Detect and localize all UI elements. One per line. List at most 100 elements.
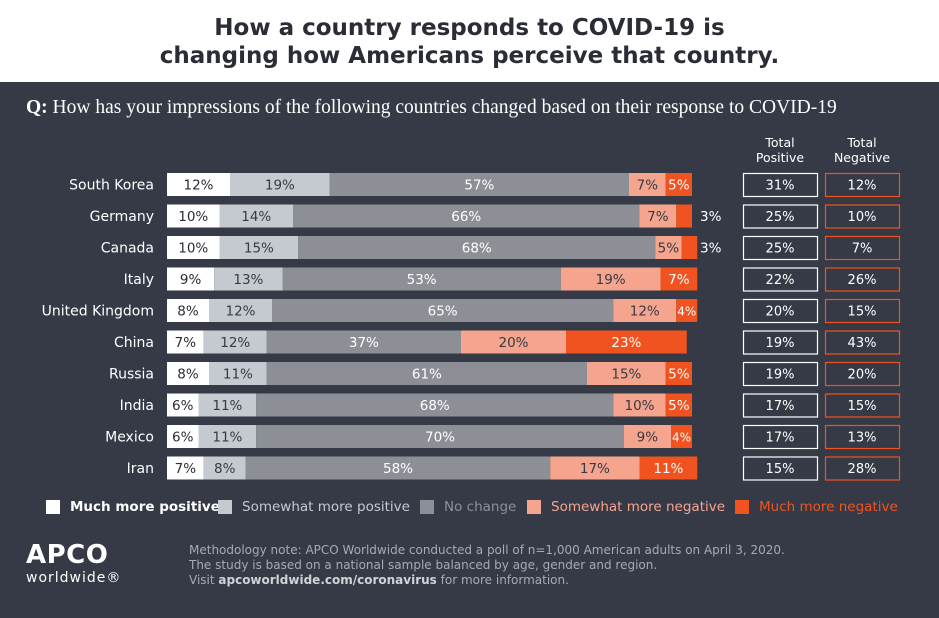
bar-segment	[566, 330, 687, 354]
bar-segment	[639, 204, 677, 228]
data-label: 11%	[212, 398, 242, 414]
bar-segment	[629, 173, 666, 196]
total-positive-value: 15%	[766, 462, 795, 477]
total-negative-box	[824, 456, 901, 481]
bar-segment	[167, 456, 204, 480]
legend-swatch	[420, 500, 434, 514]
country-label: China	[114, 335, 154, 351]
data-label: 20%	[498, 335, 528, 351]
bar-segment	[198, 393, 257, 417]
total-negative-value: 15%	[848, 305, 877, 320]
bar-segment	[167, 393, 199, 417]
legend-label: Somewhat more positive	[242, 499, 410, 515]
bar-segment	[293, 204, 640, 228]
bar-segment	[245, 456, 551, 480]
total-positive-box	[742, 424, 819, 450]
total-positive-box	[742, 204, 819, 229]
total-negative-value: 7%	[852, 242, 873, 257]
bar-segment	[167, 173, 230, 196]
data-label: 57%	[464, 178, 494, 194]
data-label: 58%	[383, 461, 413, 477]
country-label: India	[120, 398, 154, 414]
country-label: Russia	[109, 367, 154, 383]
data-label: 15%	[611, 367, 641, 383]
data-label: 9%	[180, 272, 202, 288]
bar-segment	[665, 362, 692, 385]
total-negative-value: 20%	[848, 368, 877, 383]
bar-segment	[209, 299, 272, 322]
data-label: 61%	[412, 367, 442, 383]
total-positive-box	[742, 267, 819, 292]
data-label: 68%	[462, 241, 492, 257]
total-positive-value: 20%	[766, 305, 795, 320]
data-label: 6%	[172, 430, 194, 446]
data-label: 68%	[420, 398, 450, 414]
legend-swatch	[735, 500, 749, 514]
question-prefix: Q:	[26, 97, 48, 118]
total-positive-header: Positive	[756, 150, 804, 165]
data-label: 7%	[647, 209, 669, 225]
data-label: 7%	[175, 461, 197, 477]
legend-item: Somewhat more positive	[218, 498, 410, 516]
total-positive-value: 19%	[766, 336, 795, 351]
data-label: 8%	[177, 367, 199, 383]
data-label: 10%	[178, 241, 208, 257]
legend-label: Much more negative	[759, 499, 898, 515]
bar-segment	[167, 330, 204, 354]
total-positive-box	[742, 172, 819, 198]
total-positive-header: Total	[764, 135, 794, 150]
bar-segment	[665, 173, 692, 196]
country-label: Mexico	[105, 430, 154, 446]
methodology-line-3: Visit apcoworldwide.com/coronavirus for …	[189, 573, 785, 588]
methodology-link[interactable]: apcoworldwide.com/coronavirus	[218, 573, 437, 587]
bar-segment	[655, 236, 682, 259]
legend-item: Somewhat more negative	[527, 498, 725, 516]
data-label: 7%	[668, 272, 690, 288]
legend-item: Much more negative	[735, 498, 898, 516]
data-label: 5%	[668, 398, 690, 414]
total-positive-box	[742, 298, 819, 324]
bar-segment	[461, 330, 566, 354]
total-positive-value: 25%	[766, 242, 795, 257]
data-label: 11%	[212, 430, 242, 446]
bar-segment	[167, 425, 199, 448]
bar-segment	[198, 425, 257, 448]
total-negative-box	[824, 361, 901, 387]
survey-question: Q: How has your impressions of the follo…	[26, 97, 931, 119]
bar-segment	[282, 267, 561, 291]
bar-segment	[272, 299, 614, 322]
data-label: 17%	[580, 461, 610, 477]
total-positive-value: 17%	[766, 431, 795, 446]
bar-segment	[219, 204, 293, 228]
data-label: 9%	[637, 430, 659, 446]
bar-segment	[665, 393, 692, 417]
total-negative-value: 12%	[848, 179, 877, 194]
data-label: 23%	[611, 335, 641, 351]
total-positive-box	[742, 330, 819, 355]
total-negative-box	[824, 204, 901, 229]
legend-label: No change	[444, 499, 517, 515]
data-label: 7%	[637, 178, 659, 194]
bar-segment	[167, 204, 220, 228]
legend-item: No change	[420, 498, 516, 516]
total-negative-header: Negative	[834, 150, 890, 165]
legend-label: Somewhat more negative	[551, 499, 726, 515]
data-label: 8%	[214, 461, 236, 477]
total-negative-box	[824, 235, 901, 261]
data-label: 12%	[630, 304, 660, 320]
bar-segment	[203, 330, 267, 354]
bar-segment	[256, 425, 624, 448]
total-positive-box	[742, 361, 819, 387]
data-label: 8%	[177, 304, 199, 320]
data-label: 10%	[624, 398, 654, 414]
total-negative-box	[824, 393, 901, 418]
total-negative-value: 15%	[848, 399, 877, 414]
methodology-line-2: The study is based on a national sample …	[189, 558, 658, 572]
data-label: 53%	[407, 272, 437, 288]
methodology-visit: Visit	[189, 573, 219, 587]
methodology-line-1: Methodology note: APCO Worldwide conduct…	[189, 543, 785, 557]
total-positive-value: 17%	[766, 399, 795, 414]
bar-segment	[167, 362, 209, 385]
data-label: 5%	[668, 178, 690, 194]
